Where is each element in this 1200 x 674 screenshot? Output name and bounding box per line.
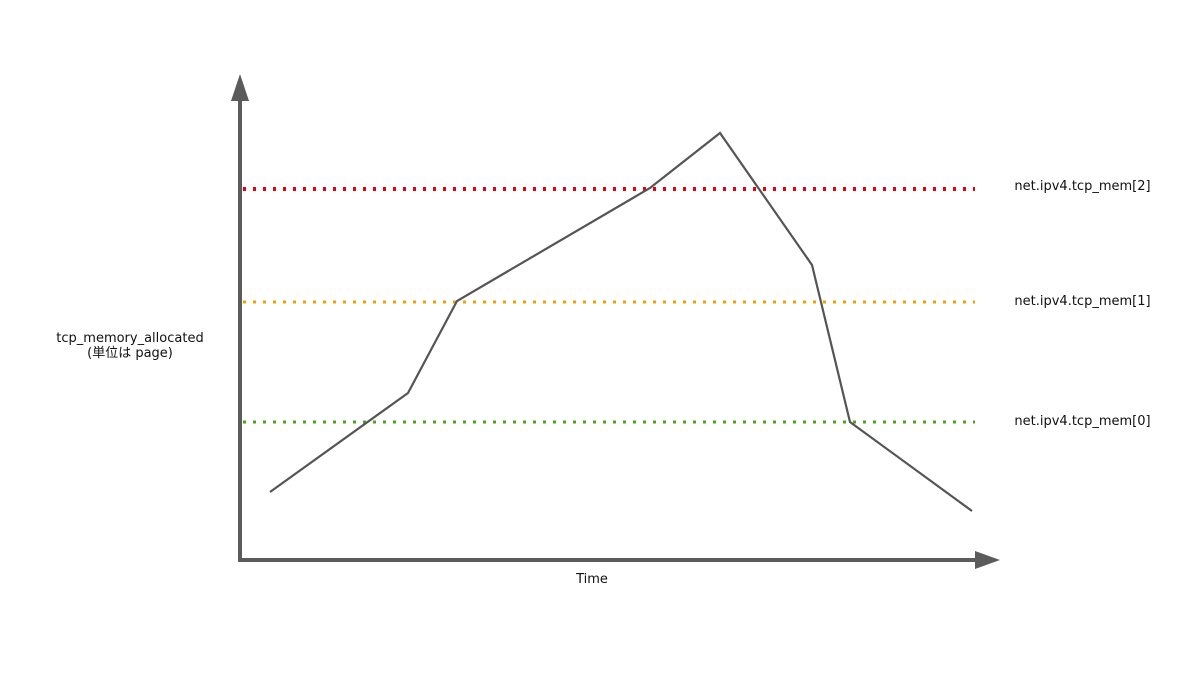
x-axis-label: Time	[576, 572, 608, 587]
x-axis-arrowhead	[975, 551, 1000, 569]
threshold-label-tcp-mem-2: net.ipv4.tcp_mem[2]	[1014, 179, 1151, 194]
y-axis-arrowhead	[231, 74, 249, 101]
threshold-label-tcp-mem-0: net.ipv4.tcp_mem[0]	[1014, 414, 1151, 429]
y-axis-label: tcp_memory_allocated (単位は page)	[30, 331, 230, 361]
memory-usage-curve	[269, 131, 973, 512]
y-axis-label-line1: tcp_memory_allocated	[56, 331, 204, 346]
y-axis-label-line2: (単位は page)	[87, 346, 173, 361]
threshold-label-tcp-mem-1: net.ipv4.tcp_mem[1]	[1014, 294, 1151, 309]
